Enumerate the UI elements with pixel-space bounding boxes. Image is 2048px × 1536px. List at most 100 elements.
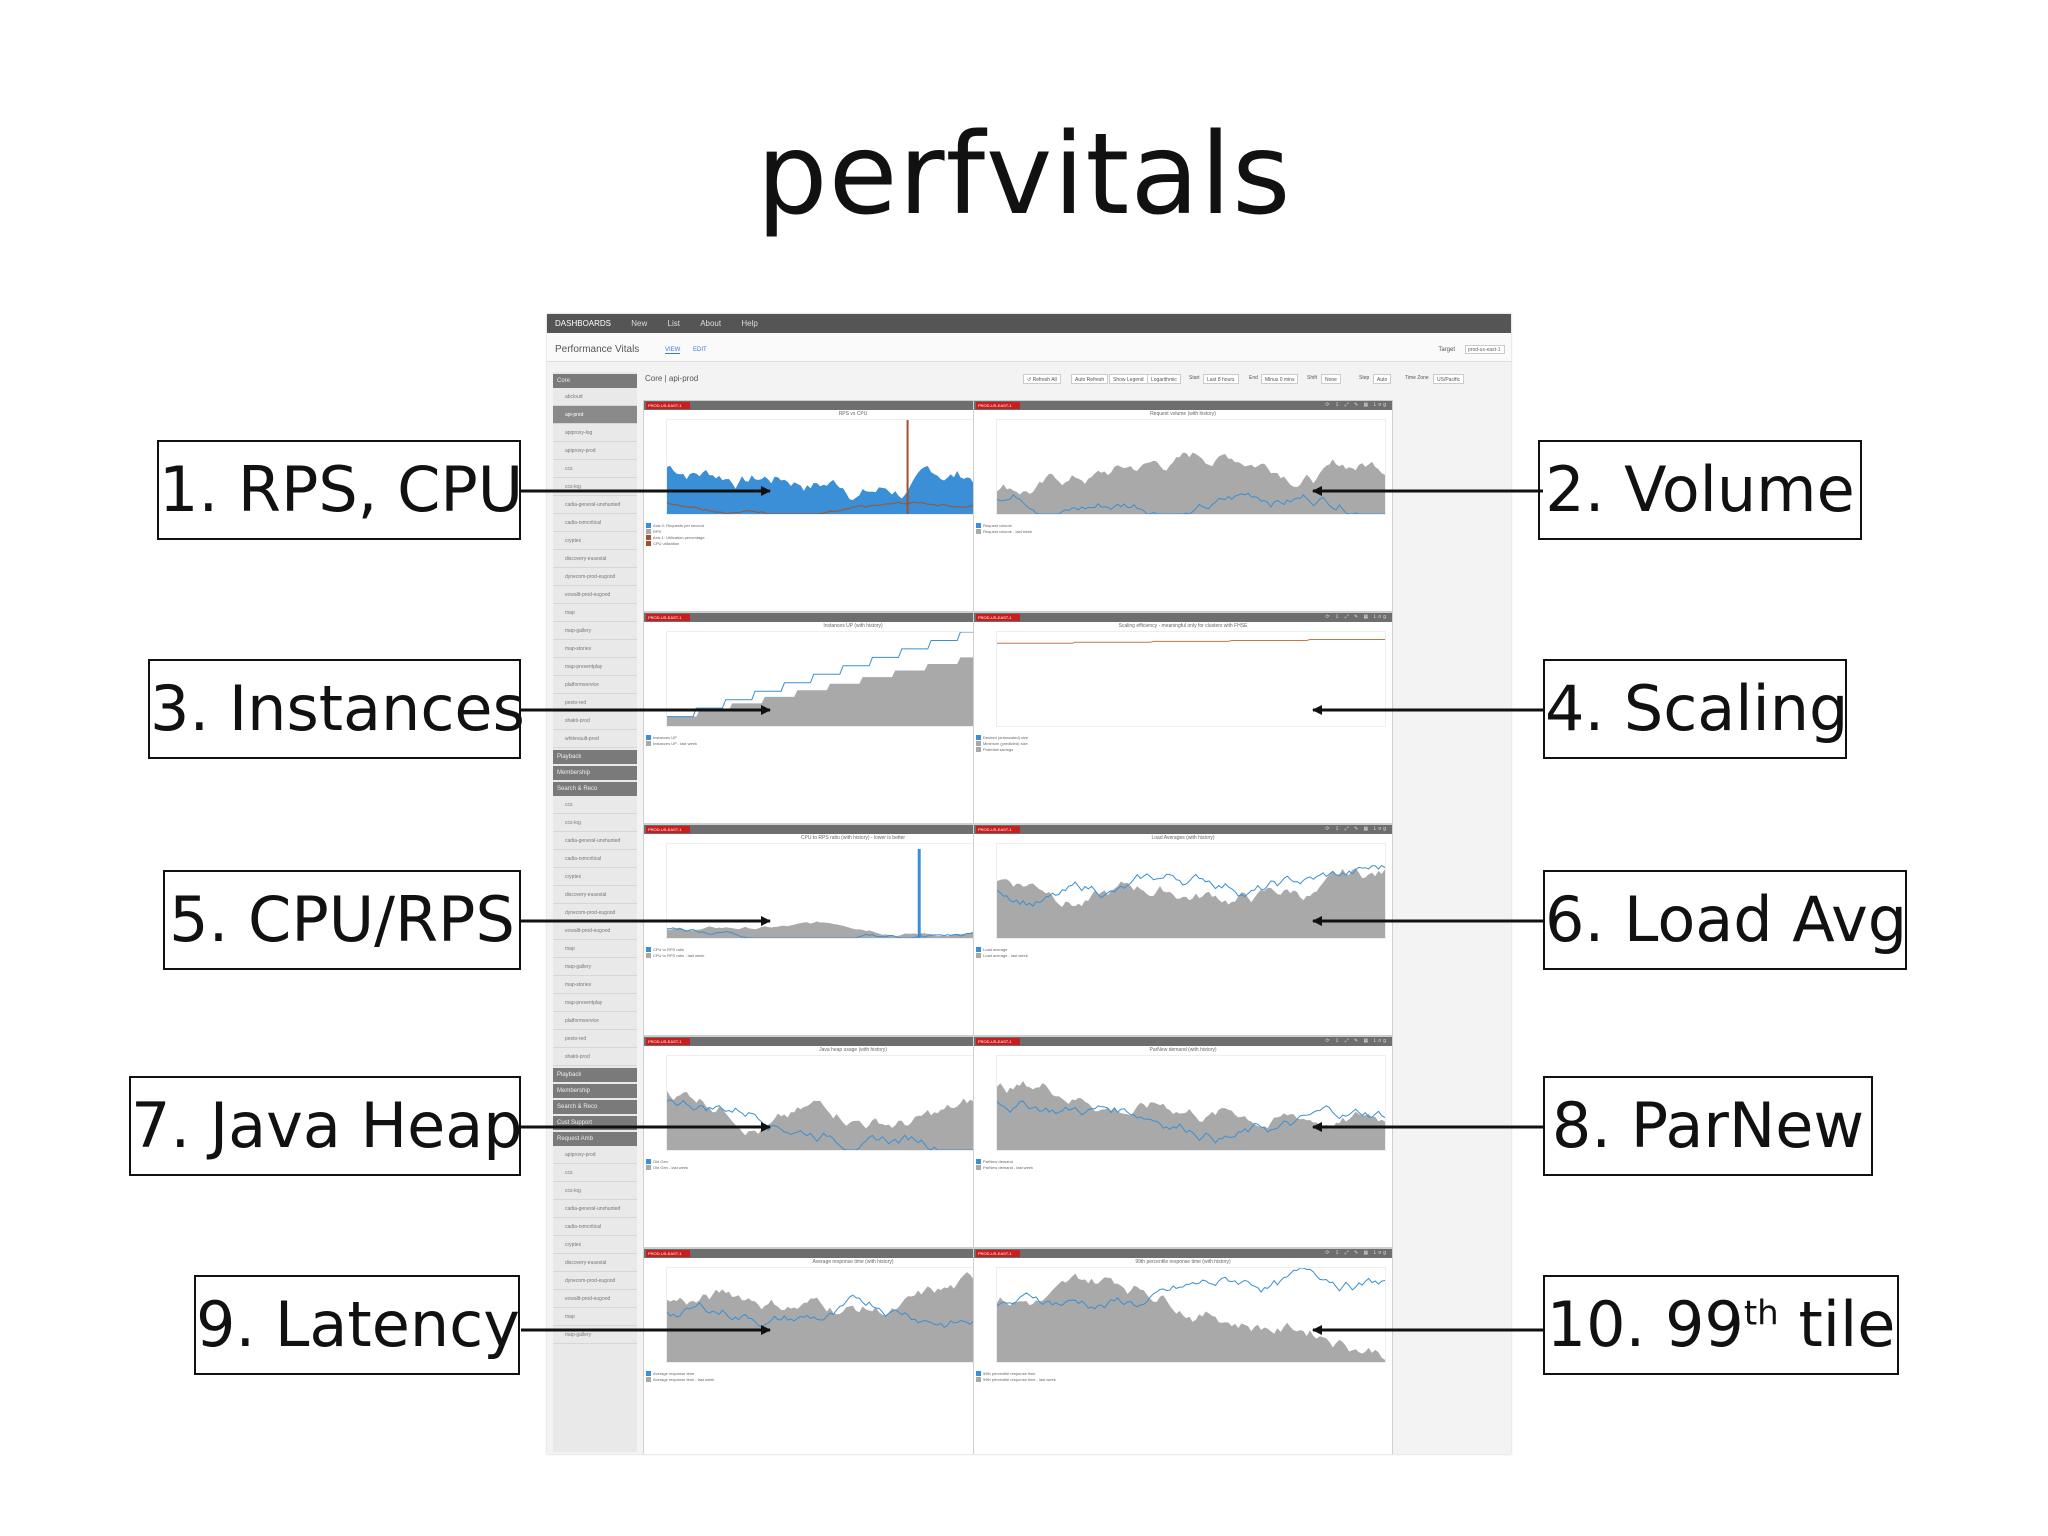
- sidebar-item[interactable]: platformservice: [553, 1012, 637, 1030]
- legend-swatch: [976, 947, 981, 953]
- legend-entry[interactable]: Desired (autoscaled) size: [976, 735, 1386, 741]
- shift-select[interactable]: None: [1321, 374, 1341, 384]
- sidebar-item[interactable]: map-stories: [553, 640, 637, 658]
- legend-label: Desired (autoscaled) size: [983, 735, 1029, 740]
- panel-header: PROD-US-EAST-1 ⟳ ⇩ ⤢ ✎ ▦ Log: [974, 825, 1392, 834]
- sidebar-item[interactable]: ecwallt-prod-eugood: [553, 922, 637, 940]
- sidebar-item[interactable]: cadia-general-unshunted: [553, 496, 637, 514]
- sidebar-item[interactable]: cadia-general-unshunted: [553, 1200, 637, 1218]
- sidebar-item[interactable]: map-presentplay: [553, 658, 637, 676]
- sidebar-item[interactable]: map: [553, 940, 637, 958]
- nav-new[interactable]: New: [631, 319, 648, 328]
- legend-entry[interactable]: ParNew demand: [976, 1159, 1386, 1165]
- tab-view[interactable]: VIEW: [665, 347, 681, 354]
- sidebar-item[interactable]: map: [553, 604, 637, 622]
- legend-entry[interactable]: Average response time: [646, 1371, 1056, 1377]
- step-select[interactable]: Auto: [1373, 374, 1392, 384]
- sidebar-item[interactable]: pesto-red: [553, 1030, 637, 1048]
- panel-tools-icon[interactable]: ⟳ ⇩ ⤢ ✎ ▦ Log: [1325, 826, 1388, 832]
- legend-entry[interactable]: CPU utilization: [646, 541, 1056, 547]
- sidebar-item[interactable]: map-gallery: [553, 958, 637, 976]
- legend-entry[interactable]: ParNew demand - last week: [976, 1165, 1386, 1171]
- legend-label: Average response time - last week: [653, 1377, 715, 1382]
- auto-refresh-button[interactable]: Auto Refresh: [1071, 374, 1109, 384]
- legend-entry[interactable]: 99th percentile response time - last wee…: [976, 1377, 1386, 1383]
- nav-about[interactable]: About: [700, 319, 722, 328]
- legend-entry[interactable]: 99th percentile response time: [976, 1371, 1386, 1377]
- legend-entry[interactable]: Potential savings: [976, 747, 1386, 753]
- timezone-select[interactable]: US/Pacific: [1433, 374, 1465, 384]
- sidebar-item[interactable]: shakti-prod: [553, 712, 637, 730]
- sidebar-item[interactable]: cadia-rsmcritical: [553, 850, 637, 868]
- tab-edit[interactable]: EDIT: [693, 347, 707, 353]
- nav-help[interactable]: Help: [741, 319, 758, 328]
- sidebar-item[interactable]: dynecom-prod-eugood: [553, 1272, 637, 1290]
- sidebar-item[interactable]: ecwallt-prod-eugood: [553, 1290, 637, 1308]
- legend-entry[interactable]: Load average: [976, 947, 1386, 953]
- sidebar-section-header[interactable]: Playback: [553, 750, 637, 764]
- sidebar-item[interactable]: ccs-log: [553, 1182, 637, 1200]
- legend-entry[interactable]: Load average - last week: [976, 953, 1386, 959]
- panel-tools-icon[interactable]: ⟳ ⇩ ⤢ ✎ ▦ Log: [1325, 1250, 1388, 1256]
- legend-entry[interactable]: Axis 1: Utilization percentage: [646, 535, 1056, 541]
- sidebar-item[interactable]: discovery-eusestal: [553, 550, 637, 568]
- sidebar-item[interactable]: map-stories: [553, 976, 637, 994]
- start-select[interactable]: Last 8 hours: [1203, 374, 1239, 384]
- legend-entry[interactable]: Instances UP - last week: [646, 741, 1056, 747]
- sidebar-item[interactable]: ccs-log: [553, 478, 637, 496]
- sidebar-item[interactable]: shakti-prod: [553, 1048, 637, 1066]
- sidebar-item[interactable]: platformservice: [553, 676, 637, 694]
- sidebar-item[interactable]: map: [553, 1308, 637, 1326]
- sidebar-item[interactable]: cadia-rsmcritical: [553, 514, 637, 532]
- sidebar-section-header[interactable]: Core: [553, 374, 637, 388]
- sidebar-item[interactable]: discovery-eusestal: [553, 886, 637, 904]
- sidebar-item[interactable]: map-presentplay: [553, 994, 637, 1012]
- panel-tools-icon[interactable]: ⟳ ⇩ ⤢ ✎ ▦ Log: [1325, 1038, 1388, 1044]
- sidebar-item[interactable]: ccs: [553, 1164, 637, 1182]
- panel-tools-icon[interactable]: ⟳ ⇩ ⤢ ✎ ▦ Log: [1325, 402, 1388, 408]
- sidebar-item[interactable]: cadia-general-unshunted: [553, 832, 637, 850]
- sidebar-section-header[interactable]: Request Amb: [553, 1132, 637, 1146]
- logarithmic-button[interactable]: Logarithmic: [1147, 374, 1181, 384]
- sidebar-section-header[interactable]: Search & Reco: [553, 782, 637, 796]
- sidebar-item[interactable]: cryptex: [553, 532, 637, 550]
- legend-entry[interactable]: Request volume - last week: [976, 529, 1386, 535]
- sidebar-item[interactable]: ccs: [553, 796, 637, 814]
- sidebar-item[interactable]: ecwallt-prod-eugood: [553, 586, 637, 604]
- legend-entry[interactable]: Minimum (predicted) size: [976, 741, 1386, 747]
- sidebar-item[interactable]: cadia-rsmcritical: [553, 1218, 637, 1236]
- sidebar-item[interactable]: cryptex: [553, 868, 637, 886]
- legend-entry[interactable]: CPU to RPS ratio - last week: [646, 953, 1056, 959]
- sidebar-item[interactable]: ccs: [553, 460, 637, 478]
- legend-entry[interactable]: Request volume: [976, 523, 1386, 529]
- target-select[interactable]: prod-us-east-1: [1465, 345, 1505, 354]
- sidebar-item[interactable]: ccs-log: [553, 814, 637, 832]
- sidebar-item[interactable]: apiproxy-prod: [553, 442, 637, 460]
- legend-entry[interactable]: Average response time - last week: [646, 1377, 1056, 1383]
- sidebar-section-header[interactable]: Search & Reco: [553, 1100, 637, 1114]
- sidebar-item[interactable]: apiproxy-prod: [553, 1146, 637, 1164]
- sidebar-item[interactable]: apiproxy-log: [553, 424, 637, 442]
- sidebar-item[interactable]: map-gallery: [553, 622, 637, 640]
- end-select[interactable]: Minus 0 mins: [1261, 374, 1299, 384]
- sidebar-item[interactable]: whitevault-prod: [553, 730, 637, 748]
- sidebar-item[interactable]: abcloud: [553, 388, 637, 406]
- sidebar-item[interactable]: dynecom-prod-eugood: [553, 568, 637, 586]
- legend-entry[interactable]: Old Gen - last week: [646, 1165, 1056, 1171]
- sidebar-section-header[interactable]: Playback: [553, 1068, 637, 1082]
- sidebar-section-header[interactable]: Membership: [553, 1084, 637, 1098]
- legend-entry[interactable]: CPU to RPS ratio: [646, 947, 1056, 953]
- panel-tools-icon[interactable]: ⟳ ⇩ ⤢ ✎ ▦ Log: [1325, 614, 1388, 620]
- legend-entry[interactable]: Axis 0: Requests per second: [646, 523, 1056, 529]
- sidebar-item[interactable]: map-gallery: [553, 1326, 637, 1344]
- nav-list[interactable]: List: [667, 319, 680, 328]
- sidebar-section-header[interactable]: Membership: [553, 766, 637, 780]
- refresh-all-button[interactable]: ↺ Refresh All: [1023, 374, 1061, 384]
- legend-entry[interactable]: Instances UP: [646, 735, 1056, 741]
- sidebar-item[interactable]: api-prod: [553, 406, 637, 424]
- sidebar-item[interactable]: discovery-eusestal: [553, 1254, 637, 1272]
- sidebar-item[interactable]: cryptex: [553, 1236, 637, 1254]
- legend-entry[interactable]: RPS: [646, 529, 1056, 535]
- legend-entry[interactable]: Old Gen: [646, 1159, 1056, 1165]
- nav-dashboards[interactable]: DASHBOARDS: [555, 319, 612, 328]
